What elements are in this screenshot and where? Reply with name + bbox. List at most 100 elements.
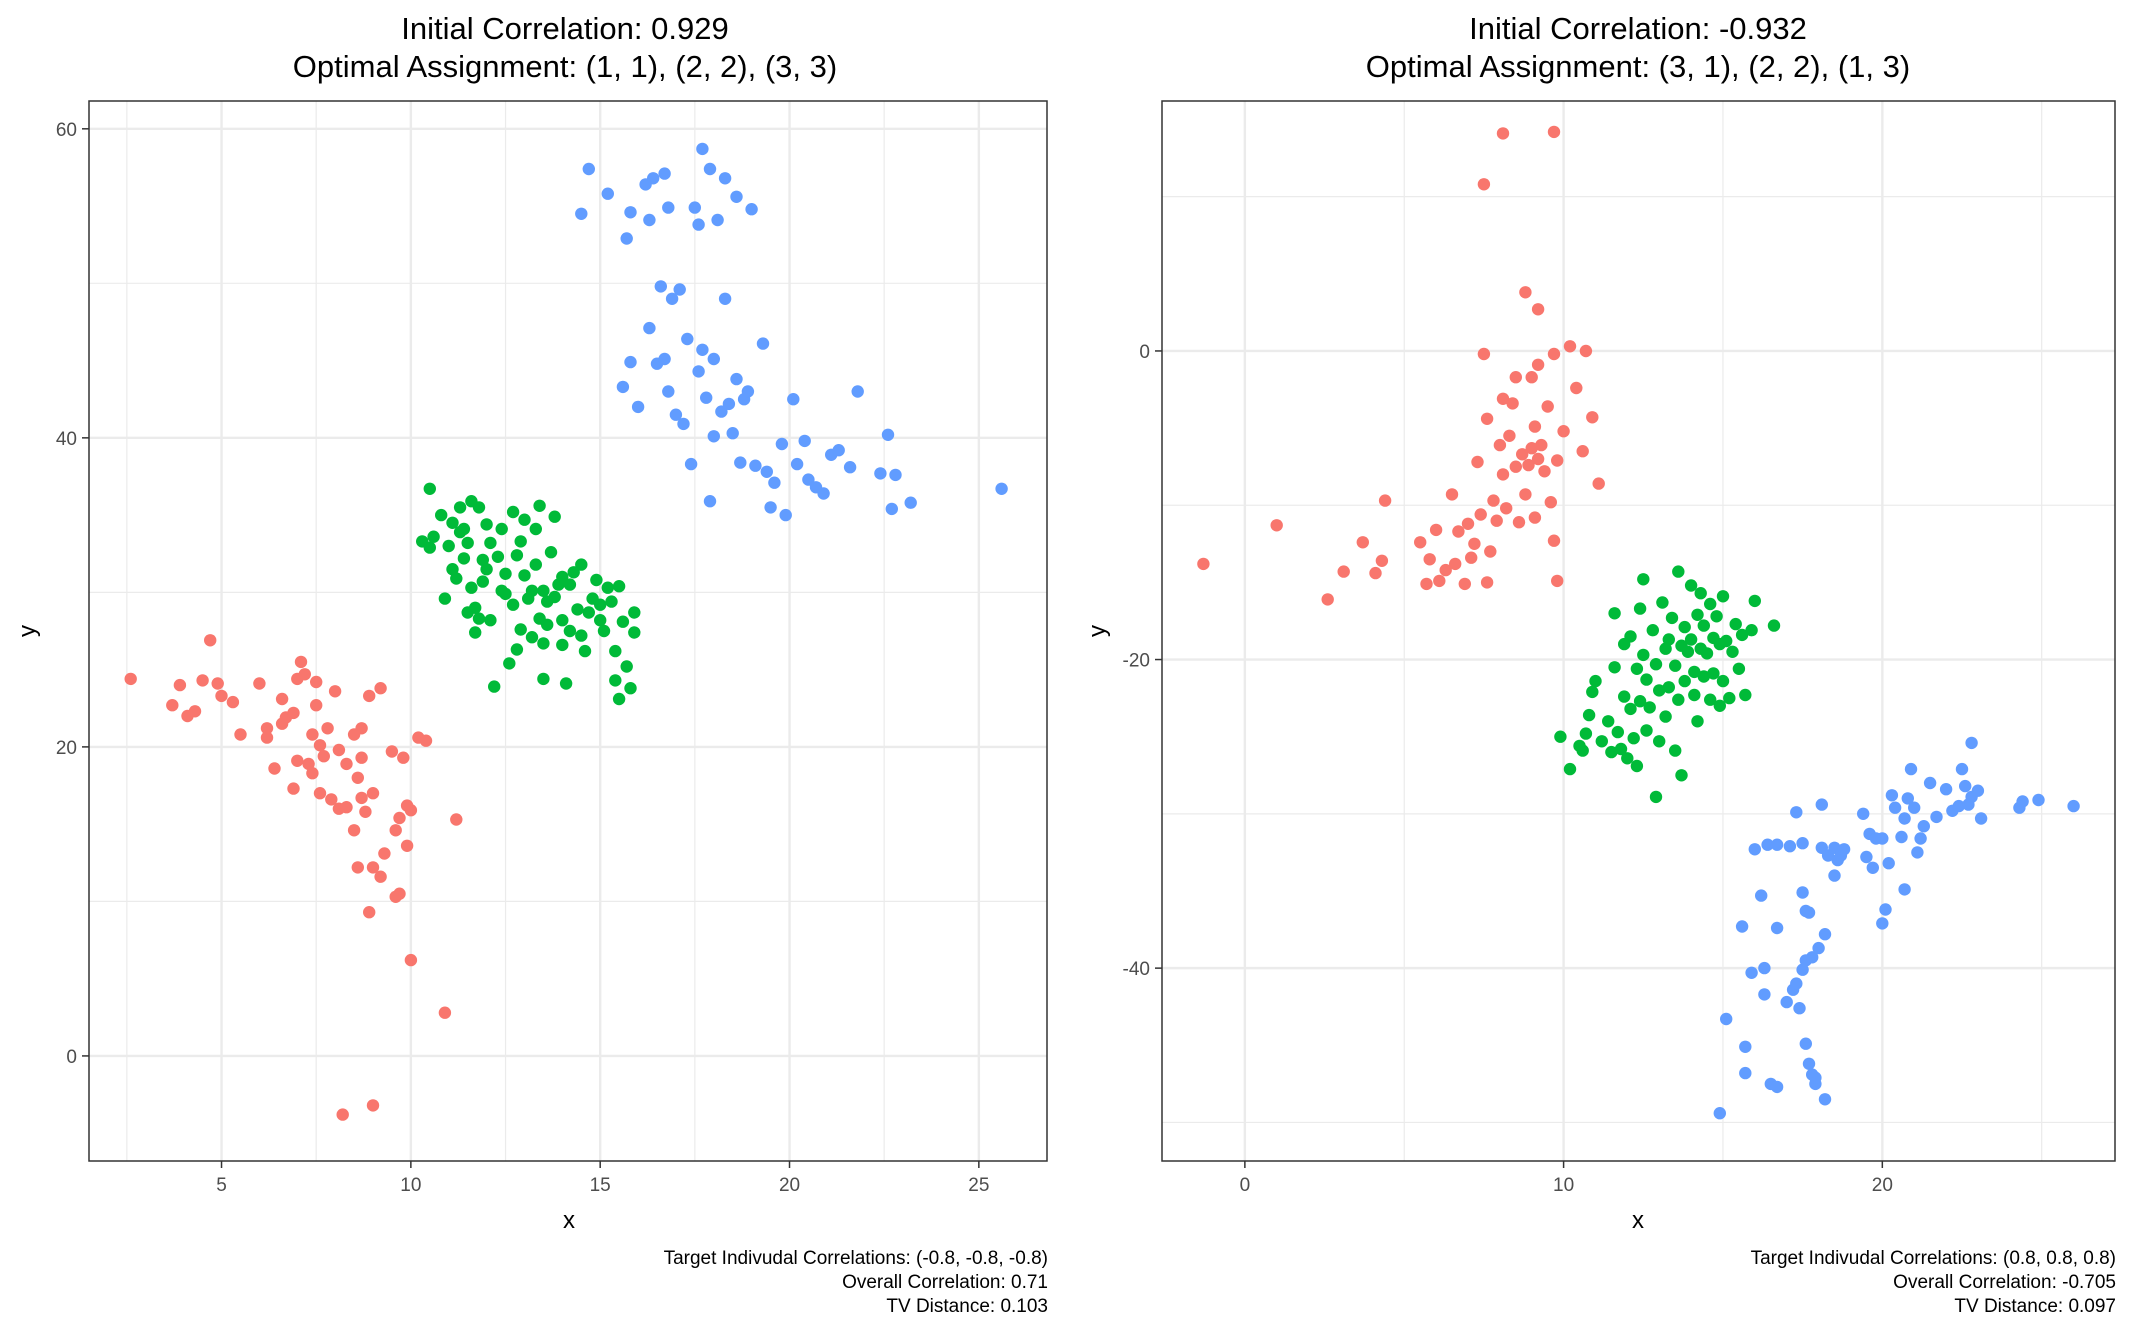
scatter-point-green [453,501,467,514]
y-tick-label: 40 [56,429,77,450]
scatter-point-red [1480,576,1494,589]
scatter-point-red [291,754,304,767]
scatter-point-red [404,953,418,967]
scatter-point-green [1691,608,1704,621]
scatter-point-green [1735,628,1749,642]
scatter-point-blue [658,352,671,366]
scatter-point-green [1608,661,1621,674]
scatter-point-red [397,751,410,764]
scatter-point-green [575,629,588,642]
panel-left: Initial Correlation: 0.929 Optimal Assig… [14,11,1048,1317]
scatter-point-green [1621,752,1634,765]
scatter-point-blue [768,476,781,489]
scatter-point-green [1684,579,1698,592]
scatter-point-green [1678,674,1691,688]
scatter-point-blue [1818,1093,1832,1106]
scatter-point-red [1544,496,1558,509]
scatter-point-green [1554,730,1567,743]
x-tick-label: 25 [968,1175,989,1196]
scatter-point-green [514,535,527,548]
scatter-point-red [1414,536,1427,549]
scatter-point-blue [1955,762,1969,776]
scatter-point-green [612,692,626,706]
scatter-point-green [563,578,577,591]
scatter-point-green [1675,769,1688,782]
scatter-point-red [393,887,406,900]
scatter-point-blue [1770,921,1784,935]
scatter-point-blue [775,437,789,451]
scatter-point-red [313,739,327,752]
scatter-point-blue [1965,736,1978,750]
scatter-point-red [1547,347,1561,361]
scatter-point-blue [1952,799,1966,813]
scatter-point-green [450,572,463,585]
scatter-point-green [525,631,539,644]
scatter-point-green [616,615,630,628]
scatter-point-green [1748,594,1762,608]
scatter-point-red [215,689,228,703]
scatter-point-blue [726,427,739,440]
scatter-point-green [1716,674,1730,688]
scatter-point-red [1452,525,1465,538]
scatter-point-red [260,722,274,735]
scatter-point-green [548,590,561,604]
scatter-point-red [355,722,368,735]
scatter-point-red [1525,371,1538,384]
scatter-point-red [1525,442,1538,455]
panel-right-points [1197,125,2080,1120]
scatter-point-red [419,734,433,747]
scatter-point-blue [707,430,720,443]
scatter-point-blue [575,207,588,220]
scatter-point-green [1672,565,1685,578]
scatter-point-green [1630,662,1644,675]
scatter-point-green [590,573,603,587]
scatter-point-blue [715,405,728,418]
scatter-point-blue [718,292,732,305]
scatter-point-green [423,541,436,554]
scatter-point-red [400,839,414,852]
scatter-point-blue [616,380,630,394]
scatter-point-green [1739,688,1752,702]
scatter-point-green [544,546,558,559]
scatter-point-red [351,771,364,784]
scatter-point-red [1570,381,1583,395]
scatter-point-blue [2032,793,2045,807]
scatter-point-blue [681,332,694,346]
scatter-point-red [366,861,380,874]
scatter-point-green [1624,702,1637,716]
scatter-point-red [124,672,137,686]
scatter-point-blue [1793,1002,1806,1015]
scatter-point-red [275,692,289,706]
scatter-point-red [328,685,342,698]
scatter-point-red [1512,516,1526,529]
scatter-point-red [1509,371,1523,384]
scatter-point-green [1704,597,1717,611]
scatter-point-blue [779,508,792,522]
scatter-point-red [166,699,179,712]
scatter-point-blue [1806,951,1819,964]
scatter-point-green [484,536,497,550]
scatter-point-blue [1917,820,1931,833]
scatter-point-blue [1812,941,1825,955]
scatter-point-blue [881,428,895,441]
scatter-point-green [1707,667,1720,680]
scatter-point-blue [889,468,902,482]
scatter-point-blue [1790,977,1803,990]
scatter-point-green [563,624,577,638]
scatter-point-blue [2016,795,2029,808]
panel-right-caption-line-2: Overall Correlation: -0.705 [1893,1272,2116,1293]
scatter-point-blue [1761,838,1774,851]
x-tick-label: 0 [1240,1175,1251,1196]
scatter-point-blue [1799,1037,1813,1050]
scatter-point-blue [1879,903,1892,916]
scatter-point-green [1633,695,1647,708]
scatter-point-blue [832,444,845,457]
y-tick-label: -40 [1123,959,1150,980]
scatter-point-green [1672,693,1685,706]
scatter-point-red [1538,465,1551,478]
scatter-point-red [1468,537,1481,550]
scatter-point-red [366,1099,380,1112]
scatter-point-red [355,751,368,764]
scatter-point-blue [1974,812,1988,825]
scatter-point-red [1477,347,1491,361]
